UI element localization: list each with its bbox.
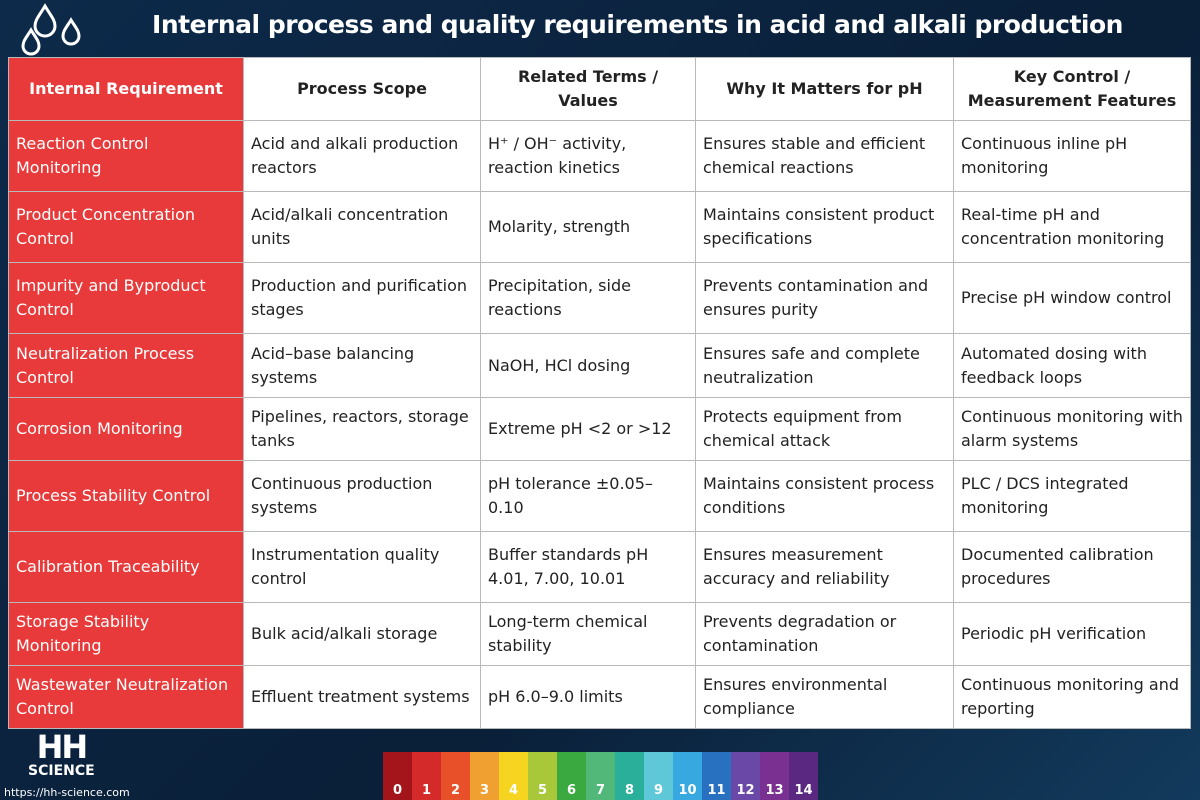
column-header: Why It Matters for pH	[695, 57, 954, 121]
table-cell: Long-term chemical stability	[480, 602, 696, 666]
column-header: Key Control / Measurement Features	[953, 57, 1191, 121]
ph-cell: 3	[470, 752, 499, 800]
table-cell: Effluent treatment systems	[243, 665, 481, 729]
table-cell: Ensures measurement accuracy and reliabi…	[695, 531, 954, 603]
table-cell: Production and purification stages	[243, 262, 481, 334]
table-cell: Acid/alkali concentration units	[243, 191, 481, 263]
requirement-cell: Product Concentration Control	[8, 191, 244, 263]
table-cell: Ensures environmental compliance	[695, 665, 954, 729]
ph-cell: 2	[441, 752, 470, 800]
requirement-cell: Wastewater Neutralization Control	[8, 665, 244, 729]
table-cell: Ensures safe and complete neutralization	[695, 333, 954, 398]
table-row: Impurity and Byproduct Control Production…	[8, 262, 1191, 334]
table-row: Storage Stability Monitoring Bulk acid/al…	[8, 602, 1191, 666]
ph-cell: 10	[673, 752, 702, 800]
table-cell: Bulk acid/alkali storage	[243, 602, 481, 666]
logo-text: SCIENCE	[28, 763, 95, 779]
table-cell: Documented calibration procedures	[953, 531, 1191, 603]
ph-cell: 6	[557, 752, 586, 800]
table-cell: Continuous monitoring and reporting	[953, 665, 1191, 729]
table-cell: Pipelines, reactors, storage tanks	[243, 397, 481, 461]
requirement-cell: Process Stability Control	[8, 460, 244, 532]
table-row: Wastewater Neutralization Control Effluen…	[8, 665, 1191, 729]
column-header: Related Terms / Values	[480, 57, 696, 121]
requirement-cell: Corrosion Monitoring	[8, 397, 244, 461]
table-cell: Acid and alkali production reactors	[243, 120, 481, 192]
table-cell: Prevents contamination and ensures purit…	[695, 262, 954, 334]
ph-cell: 11	[702, 752, 731, 800]
table-row: Process Stability Control Continuous prod…	[8, 460, 1191, 532]
table-row: Corrosion Monitoring Pipelines, reactors,…	[8, 397, 1191, 461]
column-header: Process Scope	[243, 57, 481, 121]
ph-cell: 7	[586, 752, 615, 800]
table-cell: Protects equipment from chemical attack	[695, 397, 954, 461]
table-cell: Automated dosing with feedback loops	[953, 333, 1191, 398]
table-row: Product Concentration Control Acid/alkali…	[8, 191, 1191, 263]
ph-cell: 12	[731, 752, 760, 800]
ph-cell: 14	[789, 752, 818, 800]
ph-cell: 4	[499, 752, 528, 800]
table-cell: Continuous monitoring with alarm systems	[953, 397, 1191, 461]
table-cell: Precise pH window control	[953, 262, 1191, 334]
logo-mark: HH	[36, 728, 89, 766]
table-cell: Periodic pH verification	[953, 602, 1191, 666]
ph-cell: 1	[412, 752, 441, 800]
title: Internal process and quality requirement…	[152, 10, 1123, 39]
table-cell: H⁺ / OH⁻ activity, reaction kinetics	[480, 120, 696, 192]
requirement-cell: Neutralization Process Control	[8, 333, 244, 398]
column-header: Internal Requirement	[8, 57, 244, 121]
table-cell: NaOH, HCl dosing	[480, 333, 696, 398]
table-cell: Real-time pH and concentration monitorin…	[953, 191, 1191, 263]
ph-cell: 13	[760, 752, 789, 800]
table-cell: pH tolerance ±0.05–0.10	[480, 460, 696, 532]
requirements-table: Internal Requirement Process Scope Related…	[8, 57, 1191, 729]
ph-cell: 0	[383, 752, 412, 800]
table-cell: Molarity, strength	[480, 191, 696, 263]
url: https://hh-science.com	[4, 786, 130, 799]
table-cell: pH 6.0–9.0 limits	[480, 665, 696, 729]
requirement-cell: Impurity and Byproduct Control	[8, 262, 244, 334]
logo: HH SCIENCE	[28, 730, 95, 778]
table-row: Calibration Traceability Instrumentation …	[8, 531, 1191, 603]
table-cell: PLC / DCS integrated monitoring	[953, 460, 1191, 532]
table-cell: Continuous production systems	[243, 460, 481, 532]
ph-cell: 5	[528, 752, 557, 800]
table-cell: Continuous inline pH monitoring	[953, 120, 1191, 192]
table-cell: Extreme pH <2 or >12	[480, 397, 696, 461]
table-cell: Ensures stable and efficient chemical re…	[695, 120, 954, 192]
table-cell: Precipitation, side reactions	[480, 262, 696, 334]
requirement-cell: Calibration Traceability	[8, 531, 244, 603]
table-cell: Maintains consistent product specificati…	[695, 191, 954, 263]
table-row: Reaction Control Monitoring Acid and alka…	[8, 120, 1191, 192]
table-cell: Maintains consistent process conditions	[695, 460, 954, 532]
ph-cell: 9	[644, 752, 673, 800]
table-cell: Instrumentation quality control	[243, 531, 481, 603]
ph-scale: 0 1 2 3 4 5 6 7 8 9 10 11 12 13 14	[383, 752, 818, 800]
table-row: Neutralization Process Control Acid–base …	[8, 333, 1191, 398]
requirement-cell: Reaction Control Monitoring	[8, 120, 244, 192]
drops-icon	[21, 3, 81, 56]
table-cell: Buffer standards pH 4.01, 7.00, 10.01	[480, 531, 696, 603]
header-row: Internal Requirement Process Scope Related…	[8, 57, 1191, 121]
ph-cell: 8	[615, 752, 644, 800]
table-cell: Prevents degradation or contamination	[695, 602, 954, 666]
requirement-cell: Storage Stability Monitoring	[8, 602, 244, 666]
table-cell: Acid–base balancing systems	[243, 333, 481, 398]
